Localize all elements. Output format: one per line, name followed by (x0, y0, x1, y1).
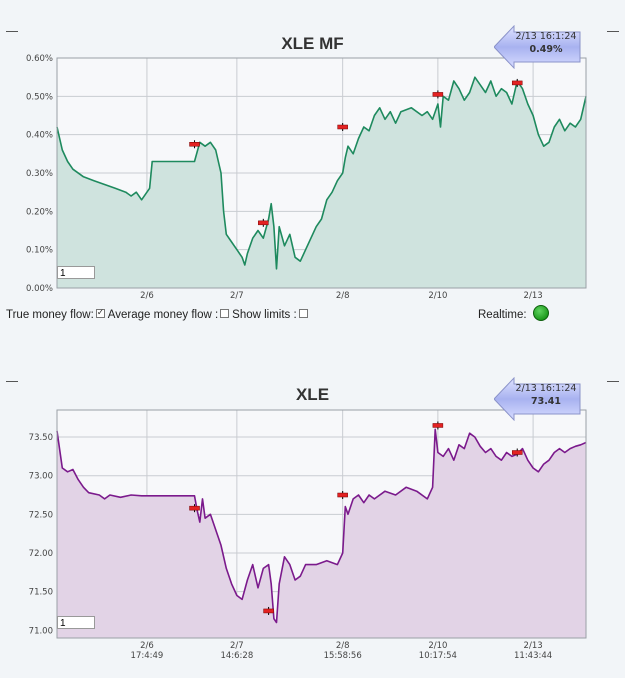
y-tick-label: 72.50 (29, 510, 53, 520)
show-limits-label: Show limits : (232, 309, 297, 321)
avg-money-flow-checkbox[interactable] (220, 309, 230, 319)
plot-frame (56, 57, 587, 289)
mf-chart-panel: XLE MF 0.00% 0.10% 0.20% 0.30% 0.40% 0.50% 0.6… (0, 0, 625, 300)
plot-frame (56, 409, 587, 639)
show-limits-checkbox[interactable] (298, 309, 308, 319)
y-tick-label: 71.00 (29, 626, 53, 636)
chart-title: XLE MF (281, 34, 344, 53)
event-marker (258, 220, 269, 226)
price-plot: 71.00 71.50 72.00 72.50 73.00 73.50 2/617:4:49… (29, 409, 587, 661)
y-tick-label: 0.60% (26, 54, 53, 64)
left-dash (6, 381, 18, 382)
x-tick-time: 14:6:28 (220, 651, 253, 661)
left-dash (6, 31, 18, 32)
event-marker (189, 142, 200, 147)
mf-plot: 0.00%0.10%0.20%0.30%0.40%0.50%0.60%2/617… (26, 54, 587, 300)
callout-value: 73.41 (530, 396, 562, 407)
range-input[interactable]: 1 (57, 266, 95, 279)
x-tick-date: 2/10 (428, 291, 447, 300)
x-tick-date: 2/7 (230, 641, 244, 651)
x-tick-date: 2/8 (336, 641, 350, 651)
y-tick-label: 0.50% (26, 92, 53, 102)
x-tick-date: 2/10 (428, 641, 447, 651)
callout-value: 0.49% (529, 44, 563, 55)
y-tick-label: 0.00% (26, 284, 53, 294)
event-marker (337, 492, 348, 498)
x-tick-date: 2/7 (230, 291, 244, 300)
event-marker (432, 423, 444, 428)
value-callout: 2/13 16:1:24 0.49% (494, 25, 582, 69)
y-tick-label: 0.40% (26, 131, 53, 141)
event-marker (189, 505, 200, 511)
x-tick-date: 2/6 (140, 291, 154, 300)
y-tick-label: 0.30% (26, 169, 53, 179)
event-marker (337, 124, 348, 130)
x-tick-time: 17:4:49 (131, 651, 164, 661)
x-tick-time: 11:43:44 (514, 651, 552, 661)
x-tick-date: 2/6 (140, 641, 154, 651)
true-money-flow-label: True money flow: (6, 309, 94, 321)
series-area (57, 429, 586, 638)
x-tick-date: 2/13 (524, 291, 543, 300)
y-tick-label: 71.50 (29, 588, 53, 598)
event-marker (263, 608, 274, 614)
realtime-status-indicator[interactable] (533, 305, 549, 321)
callout-time: 2/13 16:1:24 (515, 383, 577, 394)
event-marker (432, 92, 444, 97)
x-tick-time: 10:17:54 (419, 651, 457, 661)
realtime-label: Realtime: (478, 309, 527, 321)
y-tick-label: 0.20% (26, 207, 53, 217)
y-tick-label: 73.00 (29, 472, 53, 482)
true-money-flow-checkbox[interactable] (95, 307, 105, 319)
value-callout: 2/13 16:1:24 73.41 (494, 377, 582, 421)
x-tick-time: 15:58:56 (324, 651, 362, 661)
range-input[interactable]: 1 (57, 616, 95, 629)
chart-title: XLE (295, 385, 330, 404)
x-tick-date: 2/8 (336, 291, 350, 300)
chart-controls: True money flow: Average money flow : Show… (6, 307, 311, 321)
price-chart-panel: XLE 71.00 71.50 72.00 72.50 73.00 73.50 2/6 17:… (0, 350, 625, 678)
series-line (56, 428, 587, 624)
y-tick-label: 0.10% (26, 246, 53, 256)
x-tick-date: 2/13 (524, 641, 543, 651)
y-tick-label: 72.00 (29, 549, 53, 559)
right-dash (607, 381, 619, 382)
event-marker (511, 80, 523, 86)
y-tick-label: 73.50 (29, 433, 53, 443)
right-dash (607, 31, 619, 32)
series-line (56, 76, 587, 270)
event-marker (511, 450, 523, 455)
callout-time: 2/13 16:1:24 (515, 31, 577, 42)
series-area (57, 77, 586, 288)
avg-money-flow-label: Average money flow : (107, 309, 219, 321)
